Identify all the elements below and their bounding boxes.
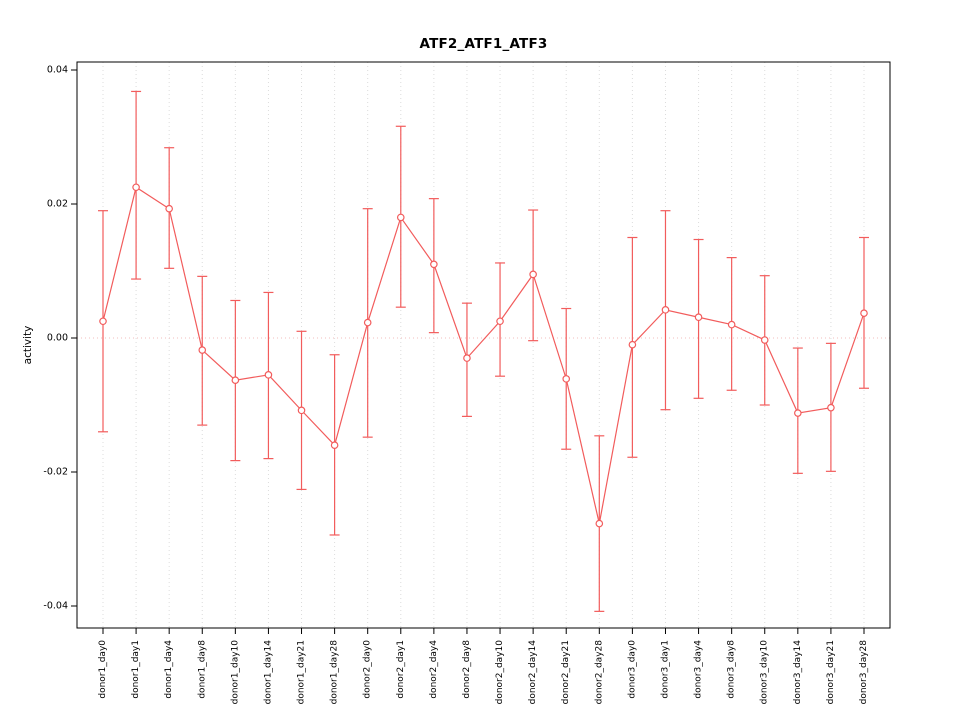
data-point bbox=[760, 336, 769, 344]
data-point bbox=[297, 406, 306, 415]
x-tick-label: donor1_day0 bbox=[98, 640, 108, 699]
x-tick-label: donor2_day14 bbox=[528, 640, 538, 705]
data-point bbox=[396, 213, 405, 222]
x-tick-label: donor1_day8 bbox=[197, 640, 207, 699]
x-tick-label: donor3_day10 bbox=[760, 640, 770, 705]
x-tick-label: donor3_day14 bbox=[793, 640, 803, 705]
data-point bbox=[363, 318, 372, 327]
data-point bbox=[529, 270, 537, 279]
data-point bbox=[330, 441, 339, 450]
x-tick-label: donor1_day1 bbox=[131, 640, 141, 699]
gridlines bbox=[102, 62, 865, 628]
x-tick-label: donor1_day28 bbox=[330, 640, 340, 705]
data-point bbox=[463, 354, 471, 362]
x-tick-label: donor2_day10 bbox=[495, 640, 505, 705]
series-line bbox=[102, 186, 865, 524]
x-tick-label: donor3_day1 bbox=[660, 640, 670, 699]
data-point bbox=[860, 309, 868, 318]
x-tick-label: donor3_day8 bbox=[727, 640, 737, 699]
y-axis: -0.04 -0.02 0.00 0.02 0.04 bbox=[43, 65, 77, 612]
data-point bbox=[628, 340, 637, 349]
data-point bbox=[827, 403, 835, 412]
data-point bbox=[264, 371, 273, 379]
x-tick-label: donor2_day28 bbox=[594, 640, 604, 705]
data-point bbox=[231, 376, 240, 385]
data-point bbox=[99, 317, 107, 326]
data-point bbox=[661, 306, 670, 314]
data-point bbox=[496, 317, 504, 326]
data-point bbox=[430, 260, 438, 269]
data-point bbox=[794, 409, 802, 417]
data-point bbox=[198, 346, 207, 354]
x-tick-label: donor3_day0 bbox=[627, 640, 637, 699]
y-tick-label: 0.02 bbox=[47, 199, 68, 210]
x-tick-label: donor1_day4 bbox=[164, 640, 174, 699]
x-tick-label: donor3_day21 bbox=[826, 640, 836, 704]
data-points bbox=[99, 183, 868, 528]
y-axis-label: activity bbox=[22, 325, 34, 365]
y-tick-label: -0.02 bbox=[43, 467, 68, 478]
data-point bbox=[694, 313, 703, 322]
chart-title: ATF2_ATF1_ATF3 bbox=[419, 36, 548, 52]
y-tick-label: 0.04 bbox=[47, 65, 68, 76]
data-point bbox=[562, 375, 571, 383]
error-bars bbox=[98, 90, 869, 612]
data-point bbox=[132, 183, 140, 192]
data-point bbox=[595, 519, 604, 528]
x-tick-label: donor1_day10 bbox=[230, 640, 240, 705]
x-tick-label: donor2_day4 bbox=[429, 640, 439, 699]
y-tick-label: 0.00 bbox=[47, 333, 68, 344]
x-tick-label: donor2_day1 bbox=[396, 640, 406, 699]
x-tick-label: donor2_day8 bbox=[462, 640, 472, 699]
plot-box bbox=[76, 61, 891, 629]
x-tick-label: donor3_day4 bbox=[694, 640, 704, 699]
x-tick-label: donor1_day21 bbox=[297, 640, 307, 704]
data-point bbox=[727, 320, 736, 329]
x-tick-label: donor1_day14 bbox=[263, 640, 273, 705]
x-tick-label: donor2_day21 bbox=[561, 640, 571, 704]
x-tick-label: donor3_day28 bbox=[859, 640, 869, 705]
x-tick-label: donor2_day0 bbox=[363, 640, 373, 699]
y-tick-label: -0.04 bbox=[43, 601, 68, 612]
data-point bbox=[165, 204, 173, 213]
x-axis: donor1_day0 donor1_day1 donor1_day4 donor1_… bbox=[98, 628, 869, 704]
